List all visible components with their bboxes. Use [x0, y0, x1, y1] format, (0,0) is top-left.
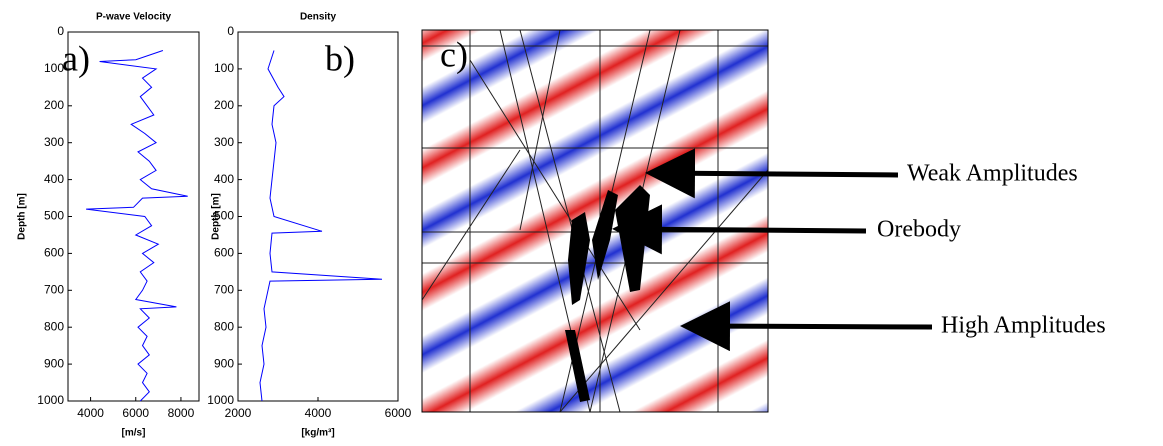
- log-line: [259, 50, 383, 402]
- y-tick-label: 900: [214, 356, 234, 370]
- fault-lines: [422, 30, 768, 412]
- x-axis-label: [kg/m³]: [301, 428, 334, 439]
- annotation: Weak Amplitudes: [907, 161, 1078, 187]
- y-tick-label: 800: [44, 319, 64, 333]
- y-tick-label: 500: [214, 209, 234, 223]
- y-tick-label: 700: [44, 282, 64, 296]
- annotation: Orebody: [877, 217, 961, 243]
- chart-title: P-wave Velocity: [96, 12, 171, 23]
- x-tick-label: 4000: [305, 406, 332, 420]
- y-tick-label: 100: [44, 61, 64, 75]
- chart-title: Density: [300, 12, 337, 23]
- x-axis-label: [m/s]: [122, 428, 146, 439]
- y-tick-label: 700: [214, 282, 234, 296]
- x-tick-label: 8000: [168, 406, 195, 420]
- panel-label: b): [325, 38, 355, 78]
- seismic-panel: [422, 30, 768, 412]
- y-tick-label: 900: [44, 356, 64, 370]
- y-tick-label: 300: [214, 135, 234, 149]
- y-axis-label: Depth [m]: [17, 193, 28, 240]
- y-tick-label: 200: [44, 98, 64, 112]
- y-tick-label: 200: [214, 98, 234, 112]
- x-tick-label: 4000: [77, 406, 104, 420]
- y-tick-label: 300: [44, 135, 64, 149]
- y-tick-label: 600: [214, 246, 234, 260]
- y-tick-label: 500: [44, 209, 64, 223]
- x-tick-label: 2000: [225, 406, 252, 420]
- y-tick-label: 400: [214, 172, 234, 186]
- y-tick-label: 0: [57, 24, 64, 38]
- axes-frame: [67, 31, 200, 402]
- y-tick-label: 0: [227, 24, 234, 38]
- y-tick-label: 400: [44, 172, 64, 186]
- log-line: [86, 50, 188, 402]
- annotation-arrows: [612, 148, 933, 352]
- y-tick-label: 800: [214, 319, 234, 333]
- annotation: High Amplitudes: [941, 313, 1106, 339]
- y-tick-label: 1000: [37, 393, 64, 407]
- x-tick-label: 6000: [385, 406, 412, 420]
- y-tick-label: 100: [214, 61, 234, 75]
- panel-label: a): [62, 38, 90, 78]
- x-tick-label: 6000: [122, 406, 149, 420]
- y-tick-label: 600: [44, 246, 64, 260]
- panel-frame: [421, 29, 769, 413]
- y-axis-label: Depth [m]: [211, 193, 222, 240]
- y-tick-label: 1000: [207, 393, 234, 407]
- panel-label: c): [440, 34, 468, 74]
